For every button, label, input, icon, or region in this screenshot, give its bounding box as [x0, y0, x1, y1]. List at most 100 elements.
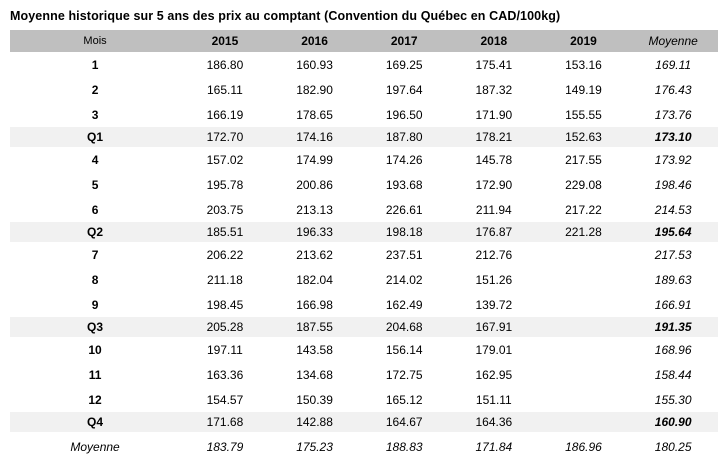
cell-average-value: 173.92	[628, 147, 718, 172]
cell-value	[538, 362, 629, 387]
row-label: 1	[10, 52, 181, 77]
cell-value: 154.57	[180, 387, 270, 412]
cell-value: 182.90	[269, 77, 360, 102]
cell-average-value: 160.90	[628, 412, 718, 432]
cell-average-value: 217.53	[628, 242, 718, 267]
column-header-mois: Mois	[10, 30, 181, 52]
cell-value: 198.45	[180, 292, 270, 317]
cell-value: 162.95	[449, 362, 539, 387]
cell-value: 134.68	[269, 362, 360, 387]
page-title: Moyenne historique sur 5 ans des prix au…	[10, 9, 561, 23]
cell-value: 187.80	[359, 127, 450, 147]
cell-average-value: 169.11	[628, 52, 718, 77]
table-head: Mois 2015 2016 2017 2018 2019 Moyenne	[10, 30, 718, 52]
row-label: 12	[10, 387, 181, 412]
table-row-9: 9 198.45 166.98 162.49 139.72 166.91	[10, 292, 718, 317]
column-header-2015: 2015	[180, 30, 270, 52]
cell-value: 203.75	[180, 197, 270, 222]
cell-value: 145.78	[449, 147, 539, 172]
cell-value: 211.18	[180, 267, 270, 292]
cell-value: 178.65	[269, 102, 360, 127]
cell-value: 221.28	[538, 222, 629, 242]
row-label: Q3	[10, 317, 181, 337]
cell-value: 211.94	[449, 197, 539, 222]
row-label: 11	[10, 362, 181, 387]
cell-average-value: 176.43	[628, 77, 718, 102]
row-label: 5	[10, 172, 181, 197]
cell-value: 149.19	[538, 77, 629, 102]
row-label: 8	[10, 267, 181, 292]
row-label: 2	[10, 77, 181, 102]
table-row-4: 4 157.02 174.99 174.26 145.78 217.55 173.92	[10, 147, 718, 172]
cell-average-value: 195.64	[628, 222, 718, 242]
cell-value: 172.70	[180, 127, 270, 147]
row-label: 4	[10, 147, 181, 172]
cell-value: 187.32	[449, 77, 539, 102]
cell-value: 152.63	[538, 127, 629, 147]
row-label: Q1	[10, 127, 181, 147]
table-row-q3: Q3 205.28 187.55 204.68 167.91 191.35	[10, 317, 718, 337]
cell-average-value: 155.30	[628, 387, 718, 412]
cell-value: 188.83	[359, 432, 450, 462]
cell-value: 162.49	[359, 292, 450, 317]
cell-value: 198.18	[359, 222, 450, 242]
cell-value: 196.50	[359, 102, 450, 127]
cell-average-value: 168.96	[628, 337, 718, 362]
cell-value: 213.13	[269, 197, 360, 222]
row-label: 3	[10, 102, 181, 127]
cell-average-value: 191.35	[628, 317, 718, 337]
cell-value	[538, 337, 629, 362]
table-row-12: 12 154.57 150.39 165.12 151.11 155.30	[10, 387, 718, 412]
cell-average-value: 189.63	[628, 267, 718, 292]
cell-value: 185.51	[180, 222, 270, 242]
cell-value: 178.21	[449, 127, 539, 147]
table-row-1: 1 186.80 160.93 169.25 175.41 153.16 169.11	[10, 52, 718, 77]
cell-value: 174.16	[269, 127, 360, 147]
table-row-q2: Q2 185.51 196.33 198.18 176.87 221.28 195.64	[10, 222, 718, 242]
cell-value: 165.11	[180, 77, 270, 102]
column-header-2017: 2017	[359, 30, 450, 52]
cell-value: 183.79	[180, 432, 270, 462]
cell-value: 172.90	[449, 172, 539, 197]
row-label: Q2	[10, 222, 181, 242]
cell-value: 213.62	[269, 242, 360, 267]
cell-value: 166.19	[180, 102, 270, 127]
cell-value: 186.96	[538, 432, 629, 462]
cell-value: 150.39	[269, 387, 360, 412]
cell-value: 205.28	[180, 317, 270, 337]
cell-value: 197.64	[359, 77, 450, 102]
cell-value: 195.78	[180, 172, 270, 197]
cell-value: 175.23	[269, 432, 360, 462]
row-label: 9	[10, 292, 181, 317]
cell-value: 164.36	[449, 412, 539, 432]
cell-value: 197.11	[180, 337, 270, 362]
table-row-5: 5 195.78 200.86 193.68 172.90 229.08 198.46	[10, 172, 718, 197]
cell-value: 160.93	[269, 52, 360, 77]
cell-value: 182.04	[269, 267, 360, 292]
cell-value: 217.22	[538, 197, 629, 222]
cell-value: 174.99	[269, 147, 360, 172]
cell-value: 163.36	[180, 362, 270, 387]
cell-value: 164.67	[359, 412, 450, 432]
cell-average-value: 198.46	[628, 172, 718, 197]
column-header-2018: 2018	[449, 30, 539, 52]
table-row-2: 2 165.11 182.90 197.64 187.32 149.19 176.43	[10, 77, 718, 102]
row-label: Q4	[10, 412, 181, 432]
cell-average-value: 166.91	[628, 292, 718, 317]
cell-value: 206.22	[180, 242, 270, 267]
cell-value	[538, 292, 629, 317]
cell-value: 179.01	[449, 337, 539, 362]
cell-value: 187.55	[269, 317, 360, 337]
column-header-2019: 2019	[538, 30, 629, 52]
cell-value: 214.02	[359, 267, 450, 292]
cell-value: 229.08	[538, 172, 629, 197]
table-row-7: 7 206.22 213.62 237.51 212.76 217.53	[10, 242, 718, 267]
cell-average-value: 214.53	[628, 197, 718, 222]
cell-value: 142.88	[269, 412, 360, 432]
table-body: 1 186.80 160.93 169.25 175.41 153.16 169.11 2 16…	[10, 52, 718, 462]
cell-value: 155.55	[538, 102, 629, 127]
cell-value: 151.11	[449, 387, 539, 412]
cell-value: 171.68	[180, 412, 270, 432]
cell-value	[538, 267, 629, 292]
